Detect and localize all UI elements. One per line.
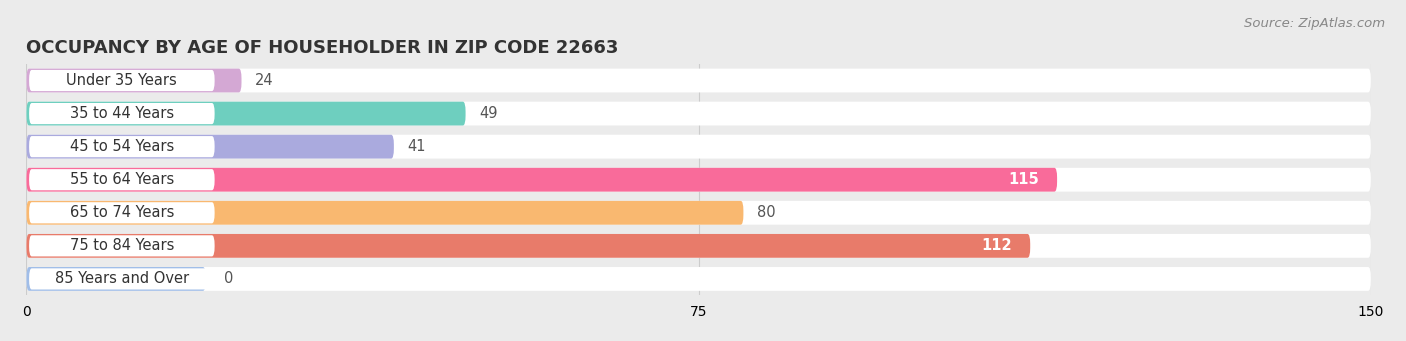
FancyBboxPatch shape xyxy=(30,103,215,124)
FancyBboxPatch shape xyxy=(27,267,205,291)
Text: 115: 115 xyxy=(1008,172,1039,187)
FancyBboxPatch shape xyxy=(27,168,1371,192)
FancyBboxPatch shape xyxy=(27,234,1371,258)
Text: Source: ZipAtlas.com: Source: ZipAtlas.com xyxy=(1244,17,1385,30)
Text: 0: 0 xyxy=(224,271,233,286)
FancyBboxPatch shape xyxy=(27,201,1371,225)
FancyBboxPatch shape xyxy=(30,202,215,223)
Text: 45 to 54 Years: 45 to 54 Years xyxy=(70,139,174,154)
Text: 85 Years and Over: 85 Years and Over xyxy=(55,271,188,286)
FancyBboxPatch shape xyxy=(27,168,1057,192)
FancyBboxPatch shape xyxy=(27,69,242,92)
FancyBboxPatch shape xyxy=(30,70,215,91)
FancyBboxPatch shape xyxy=(30,268,215,290)
FancyBboxPatch shape xyxy=(27,102,1371,125)
Text: 49: 49 xyxy=(479,106,498,121)
FancyBboxPatch shape xyxy=(27,201,744,225)
Text: 65 to 74 Years: 65 to 74 Years xyxy=(70,205,174,220)
Text: 41: 41 xyxy=(408,139,426,154)
FancyBboxPatch shape xyxy=(27,69,1371,92)
FancyBboxPatch shape xyxy=(27,267,1371,291)
Text: 112: 112 xyxy=(981,238,1012,253)
FancyBboxPatch shape xyxy=(30,169,215,190)
Text: OCCUPANCY BY AGE OF HOUSEHOLDER IN ZIP CODE 22663: OCCUPANCY BY AGE OF HOUSEHOLDER IN ZIP C… xyxy=(27,39,619,57)
Text: 35 to 44 Years: 35 to 44 Years xyxy=(70,106,174,121)
FancyBboxPatch shape xyxy=(27,234,1031,258)
FancyBboxPatch shape xyxy=(30,136,215,157)
FancyBboxPatch shape xyxy=(30,235,215,256)
FancyBboxPatch shape xyxy=(27,135,394,159)
Text: Under 35 Years: Under 35 Years xyxy=(66,73,177,88)
Text: 75 to 84 Years: 75 to 84 Years xyxy=(70,238,174,253)
FancyBboxPatch shape xyxy=(27,102,465,125)
FancyBboxPatch shape xyxy=(27,135,1371,159)
Text: 55 to 64 Years: 55 to 64 Years xyxy=(70,172,174,187)
Text: 24: 24 xyxy=(254,73,274,88)
Text: 80: 80 xyxy=(756,205,776,220)
